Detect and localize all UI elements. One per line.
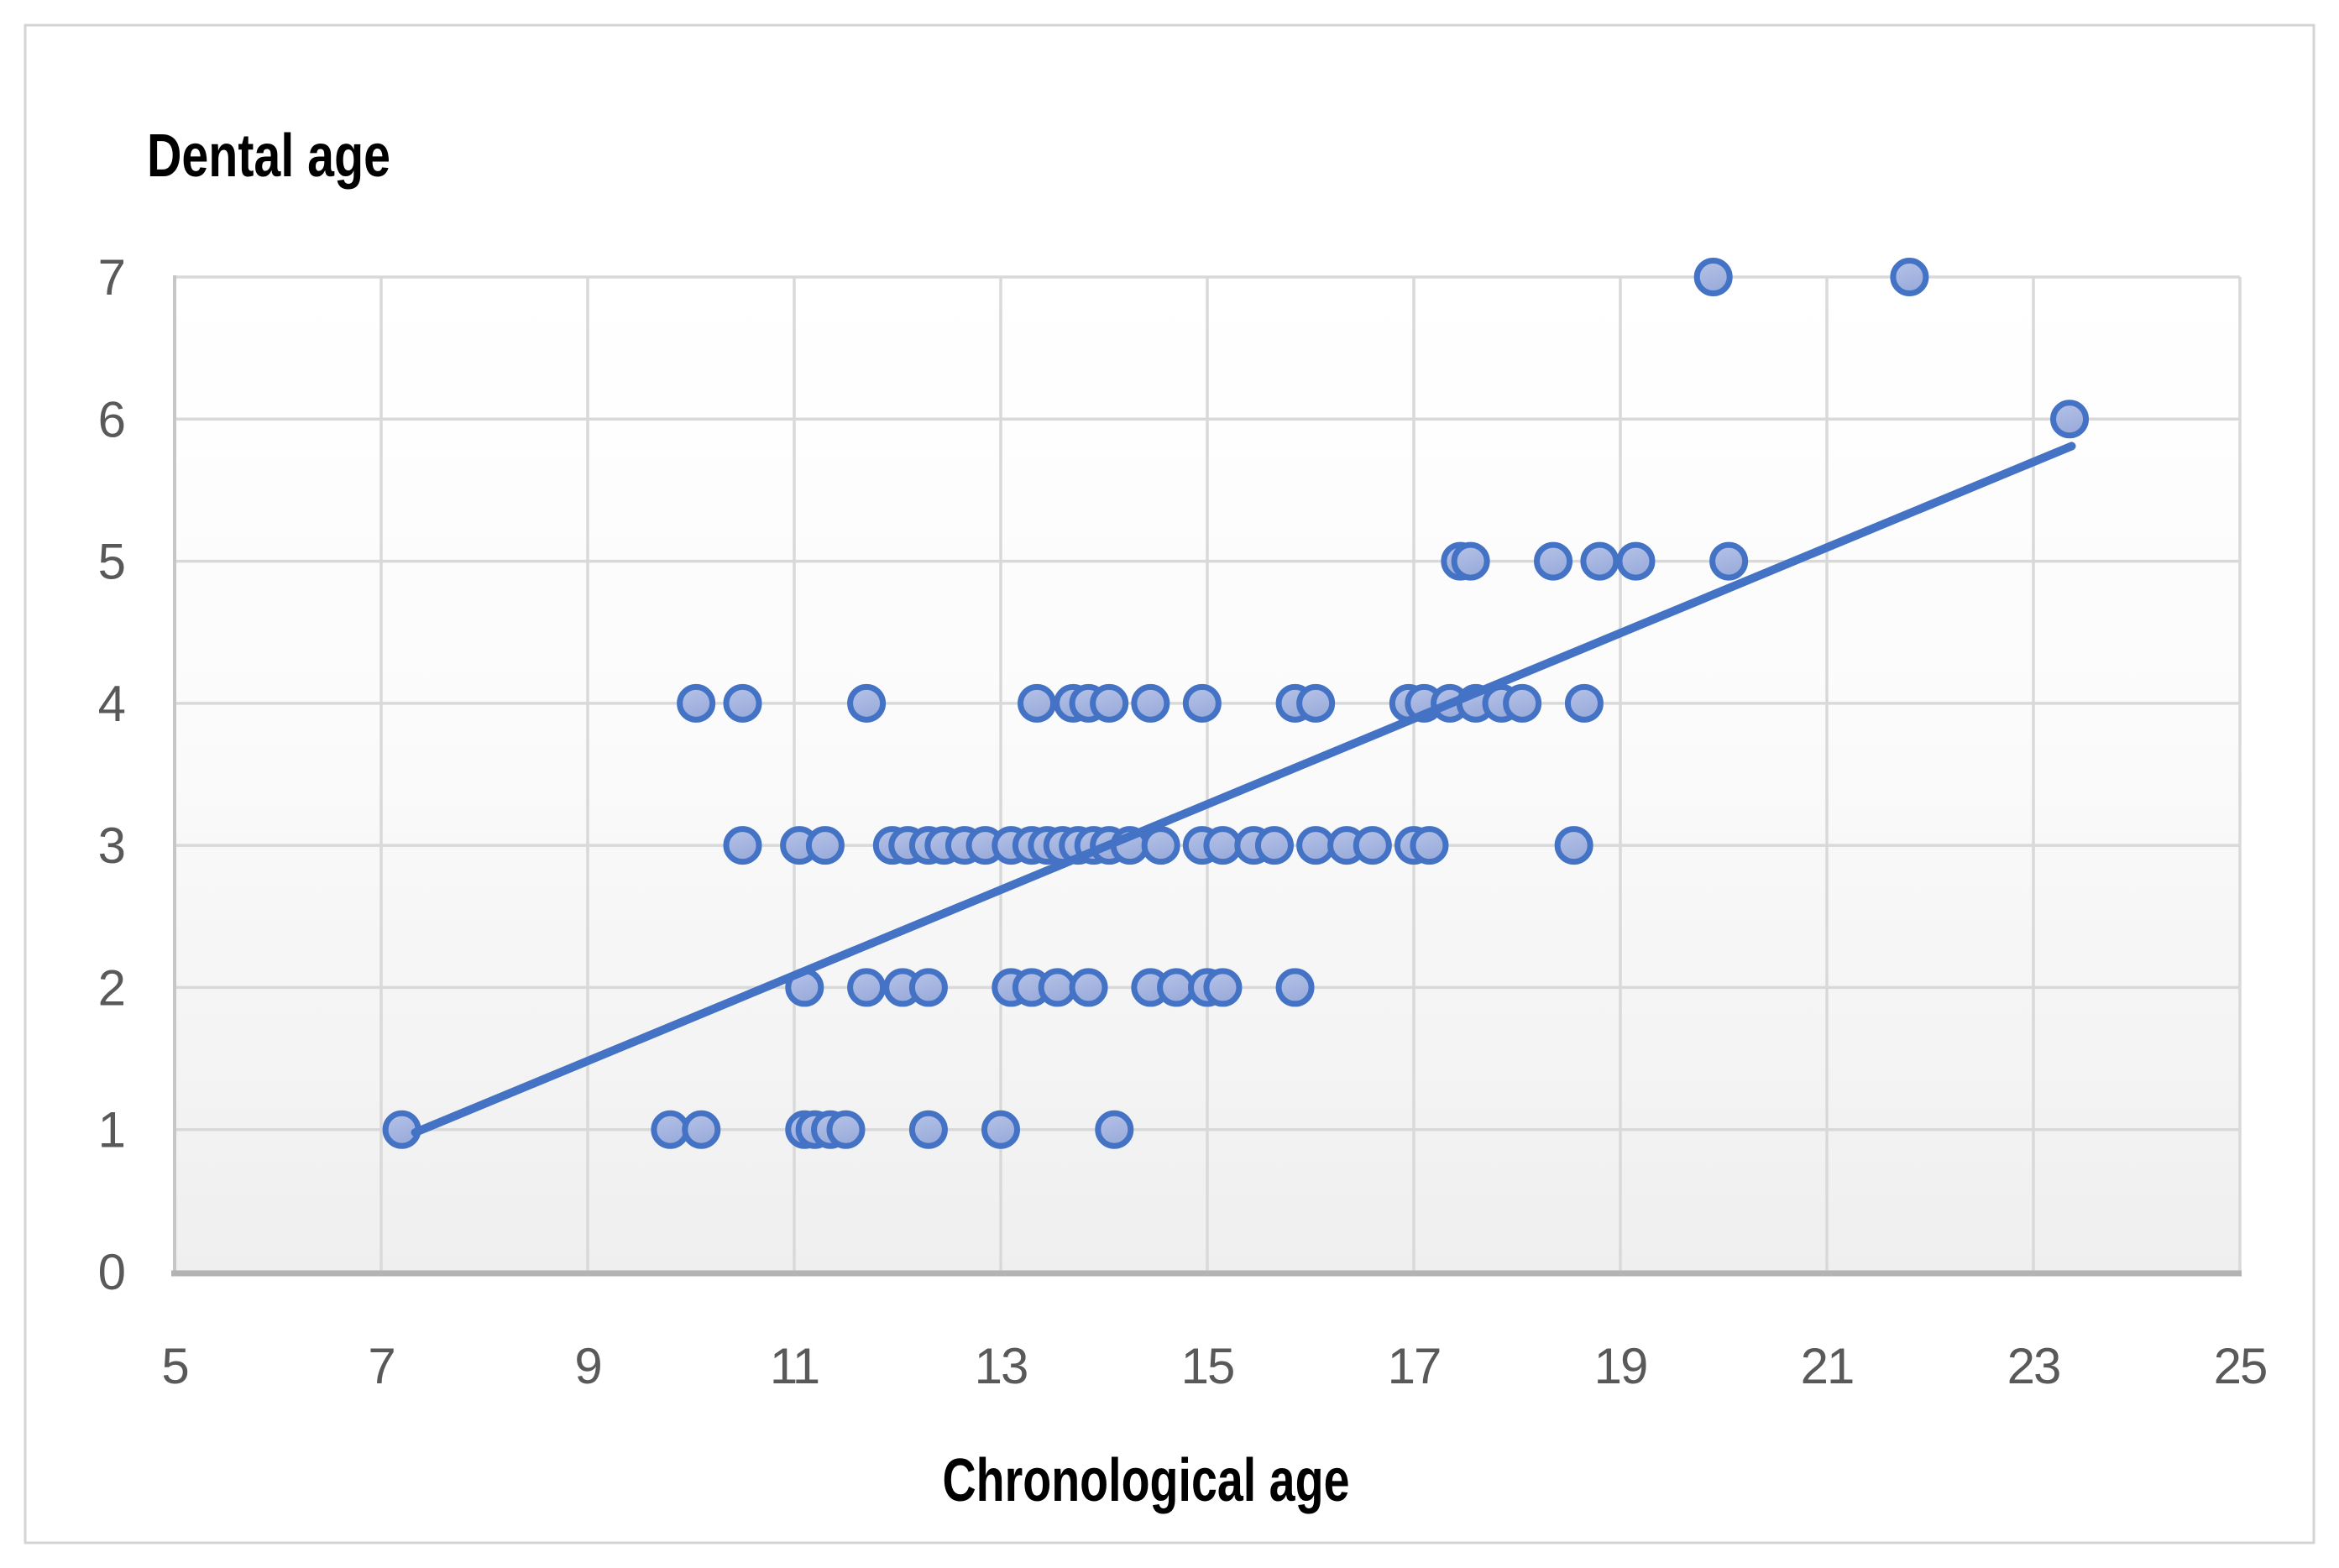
scatter-point [1534, 541, 1573, 581]
scatter-point [1131, 683, 1170, 723]
scatter-point [682, 1110, 721, 1149]
scatter-point [1554, 826, 1593, 865]
scatter-point [1693, 258, 1733, 296]
x-tick-label: 9 [574, 1338, 600, 1394]
x-tick-label: 19 [1594, 1338, 1647, 1394]
scatter-point [1890, 258, 1929, 296]
axis-lines [171, 275, 2242, 1277]
scatter-point [2050, 400, 2090, 439]
y-tick-label: 4 [98, 676, 125, 732]
y-axis-title: Dental age [147, 123, 390, 190]
x-tick-label: 25 [2214, 1338, 2267, 1394]
scatter-point [1038, 968, 1077, 1007]
scatter-point [908, 1110, 948, 1149]
scatter-point [1296, 683, 1336, 723]
scatter-point [1182, 683, 1222, 723]
x-tick-label: 11 [770, 1338, 819, 1394]
scatter-point [1616, 541, 1656, 581]
scatter-point [1090, 683, 1129, 723]
scatter-point [1503, 683, 1542, 723]
scatter-point [1141, 826, 1180, 865]
y-tick-label: 1 [98, 1102, 124, 1158]
x-tick-label: 15 [1181, 1338, 1234, 1394]
x-tick-labels: 5 7 9 11 13 15 17 19 21 23 25 [161, 1338, 2268, 1394]
scatter-point [1275, 968, 1315, 1007]
scatter-point [1296, 826, 1336, 865]
scatter-point [1254, 826, 1294, 865]
scatter-point [826, 1110, 866, 1149]
scatter-point [723, 683, 762, 723]
scatter-point [723, 826, 762, 865]
scatter-point [1157, 968, 1196, 1007]
scatter-point [1069, 968, 1108, 1007]
x-tick-label: 17 [1388, 1338, 1441, 1394]
scatter-point [1709, 541, 1749, 581]
scatter-point [981, 1110, 1020, 1149]
x-tick-label: 21 [1801, 1338, 1854, 1394]
scatter-point [1580, 541, 1620, 581]
y-tick-label: 5 [98, 534, 124, 590]
scatter-point [1353, 826, 1392, 865]
scatter-point [908, 968, 948, 1007]
x-tick-label: 23 [2007, 1338, 2060, 1394]
scatter-point [1095, 1110, 1134, 1149]
y-tick-label: 2 [98, 959, 124, 1016]
scatter-point [847, 968, 887, 1007]
y-tick-label: 3 [98, 818, 124, 874]
scatter-point [1410, 826, 1449, 865]
scatter-point [1451, 541, 1490, 581]
scatter-point [847, 683, 887, 723]
x-tick-label: 13 [975, 1338, 1028, 1394]
y-tick-label: 0 [98, 1244, 125, 1300]
y-tick-label: 6 [98, 391, 124, 447]
trend-line-group [411, 442, 2076, 1137]
x-axis-title: Chronological age [943, 1447, 1350, 1514]
scatter-point [1203, 826, 1243, 865]
x-tick-label: 5 [161, 1338, 187, 1394]
scatter-point [1018, 683, 1057, 723]
scatter-point [1564, 683, 1604, 723]
scatter-point [677, 683, 716, 723]
y-tick-labels: 0 1 2 3 4 5 6 7 [98, 249, 127, 1300]
x-tick-label: 7 [368, 1338, 394, 1394]
trend-line [411, 442, 2076, 1137]
scatter-point [651, 1110, 690, 1149]
scatter-point [1203, 968, 1243, 1007]
scatter-point [805, 826, 845, 865]
y-tick-label: 7 [98, 249, 124, 306]
